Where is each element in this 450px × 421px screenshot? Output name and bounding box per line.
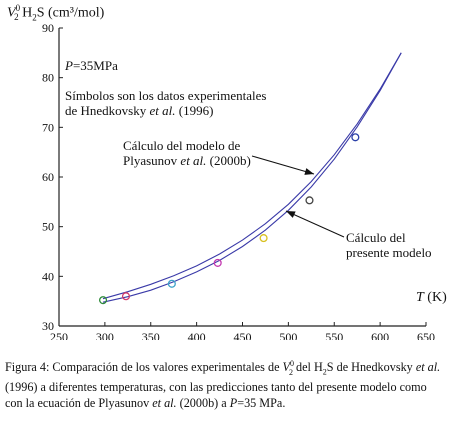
lower-annotation-arrow: [285, 210, 345, 238]
y-tick-label: 60: [42, 170, 54, 184]
legend-note-line1: Símbolos son los datos experimentales: [65, 88, 267, 103]
annotation-arrows: [251, 155, 345, 238]
annotation-lower-line1: Cálculo del: [346, 230, 406, 245]
annotation-lower: Cálculo del presente modelo: [346, 230, 432, 260]
present-model-curve: [102, 52, 402, 303]
data-point: [121, 292, 131, 301]
experimental-points: [98, 133, 360, 305]
legend-note: Símbolos son los datos experimentales de…: [65, 88, 266, 118]
y-tick-label: 90: [42, 21, 54, 35]
y-tick-label: 70: [42, 120, 54, 134]
upper-annotation-arrow-head: [304, 168, 314, 175]
legend-note-line2: de Hnedkovsky et al. (1996): [65, 103, 214, 118]
annotation-upper-line2: Plyasunov et al. (2000b): [123, 153, 251, 168]
axes: 250 300 350 400 450 500 550 600 650 30 40 50 60 70 80 9…: [42, 21, 435, 340]
data-point: [351, 133, 360, 142]
chart-canvas: 250 300 350 400 450 500 550 600 650 30 40 50 60 70 80 9…: [42, 21, 435, 340]
data-point: [98, 296, 108, 305]
data-point: [167, 279, 176, 288]
figure-caption: Figura 4: Comparación de los valores exp…: [5, 359, 441, 410]
model-curves: [102, 52, 402, 303]
x-tick-label: 300: [96, 330, 114, 340]
y-tick-label: 30: [42, 319, 54, 333]
data-point: [213, 258, 222, 267]
x-tick-label: 500: [279, 330, 297, 340]
x-tick-label: 550: [325, 330, 343, 340]
y-axis-label: V02 H2S (cm³/mol): [7, 3, 105, 23]
x-tick-label: 650: [417, 330, 435, 340]
annotation-upper: Cálculo del modelo de Plyasunov et al. (…: [123, 138, 251, 168]
upper-annotation-arrow: [251, 155, 315, 175]
x-tick-label: 250: [50, 330, 68, 340]
y-tick-label: 80: [42, 71, 54, 85]
x-tick-label: 400: [188, 330, 206, 340]
x-tick-label: 600: [371, 330, 389, 340]
y-tick-label: 50: [42, 220, 54, 234]
plyasunov-model-curve: [102, 52, 402, 300]
pressure-label: P=35MPa: [65, 58, 118, 73]
x-axis-label: T (K): [416, 290, 447, 305]
x-tick-label: 350: [142, 330, 160, 340]
annotation-lower-line2: presente modelo: [346, 245, 432, 260]
x-tick-label: 450: [234, 330, 252, 340]
data-point: [259, 234, 268, 243]
lower-annotation-arrow-head: [286, 211, 296, 218]
data-point: [305, 196, 314, 205]
annotation-upper-line1: Cálculo del modelo de: [123, 138, 241, 153]
y-tick-label: 40: [42, 269, 54, 283]
